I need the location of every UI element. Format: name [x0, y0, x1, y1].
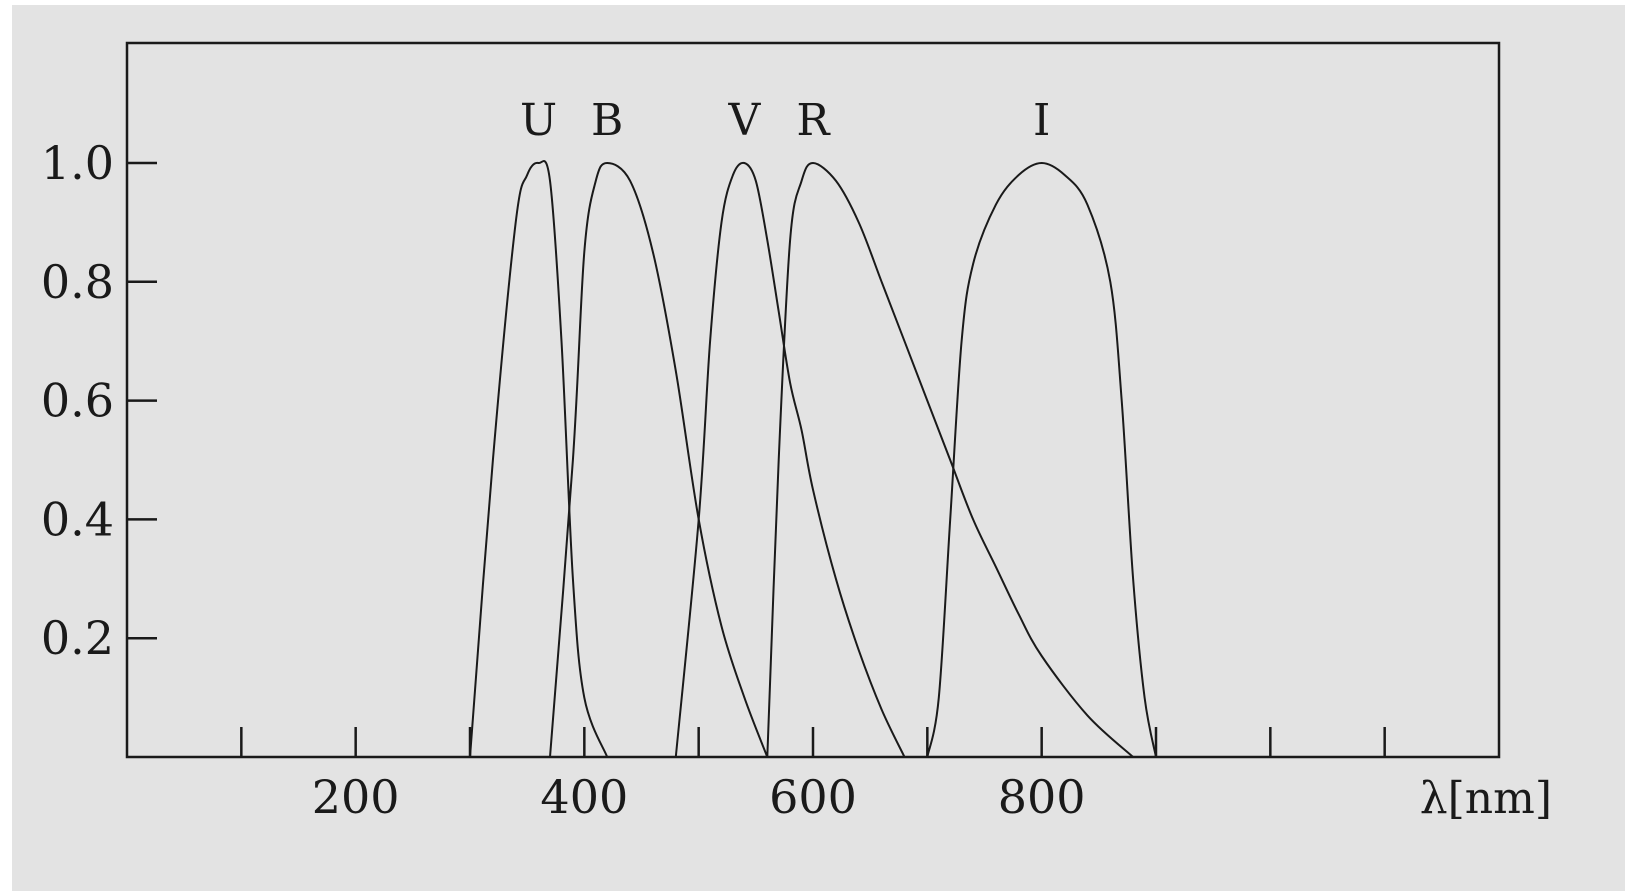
axes: [125, 41, 1501, 759]
x-tick-label: 200: [312, 770, 400, 824]
x-tick-label: 800: [998, 770, 1086, 824]
series-label-U: U: [520, 95, 557, 146]
series-line-I: [926, 161, 1157, 758]
series-line-V: [674, 161, 906, 758]
filter-transmission-chart: 200 400 600 800 0.2 0.4 0.6 0.8 1.0 λ[nm] U B V R I: [41, 41, 1552, 824]
y-tick-label: 0.4: [41, 492, 114, 546]
series-label-V: V: [728, 95, 762, 146]
series-line-R: [766, 161, 1134, 758]
labels: 200 400 600 800 0.2 0.4 0.6 0.8 1.0 λ[nm] U B V R I: [41, 95, 1552, 824]
series-label-I: I: [1033, 95, 1050, 146]
x-axis-label: λ[nm]: [1420, 773, 1552, 824]
series-line-U: [469, 160, 609, 758]
y-tick-label: 0.6: [41, 374, 114, 428]
x-tick-label: 400: [540, 770, 628, 824]
x-tick-label: 600: [769, 770, 857, 824]
y-tick-label: 0.2: [41, 611, 114, 665]
y-tick-label: 1.0: [41, 136, 114, 190]
ticks: [127, 161, 1386, 757]
curves: [469, 160, 1157, 758]
series-label-R: R: [796, 95, 831, 146]
series-label-B: B: [591, 95, 623, 146]
series-line-B: [549, 161, 769, 758]
plot-frame: [125, 41, 1501, 759]
y-tick-label: 0.8: [41, 255, 114, 309]
figure-panel: 200 400 600 800 0.2 0.4 0.6 0.8 1.0 λ[nm] U B V R I: [12, 5, 1625, 891]
